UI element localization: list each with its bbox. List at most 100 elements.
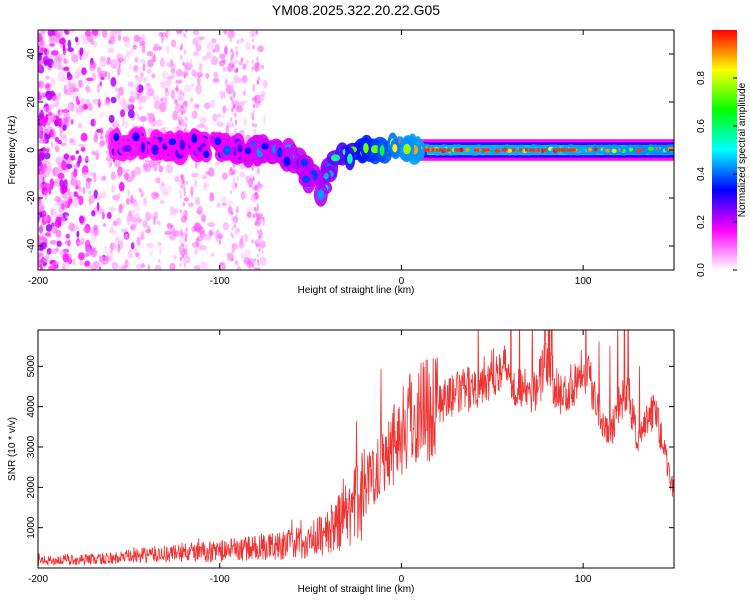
speckle-mark [225, 122, 232, 128]
speckle-mark [58, 139, 62, 145]
speckle-mark [151, 191, 159, 200]
ridge-peak [525, 148, 528, 152]
speckle-mark [250, 193, 257, 203]
streak-mark [254, 99, 257, 105]
ridge-peak [438, 148, 442, 152]
streak-mark [233, 223, 237, 229]
speckle-mark [208, 167, 215, 177]
streak-mark [180, 43, 184, 48]
speckle-mark [120, 109, 125, 118]
streak-mark [179, 194, 183, 199]
speckle-mark [232, 90, 236, 99]
speckle-mark [240, 237, 243, 246]
speckle-mark [146, 242, 154, 249]
ridge-core [261, 142, 269, 150]
streak-mark [184, 233, 187, 238]
streak-mark [233, 169, 236, 175]
speckle-mark [124, 120, 128, 129]
ridge-core [132, 132, 140, 142]
speckle-mark [50, 141, 54, 149]
streak-mark [235, 231, 238, 236]
speckle-mark [195, 39, 199, 46]
speckle-mark [198, 62, 203, 73]
speckle-mark [171, 73, 176, 79]
streak-mark [229, 95, 233, 101]
ridge-core [403, 143, 411, 155]
speckle-mark [74, 36, 79, 43]
speckle-mark [202, 262, 209, 270]
speckle-mark [96, 83, 101, 94]
streak-mark [180, 228, 183, 233]
speckle-mark [115, 217, 122, 226]
speckle-mark [139, 72, 144, 78]
speckle-mark [38, 32, 42, 37]
speckle-mark [66, 87, 73, 96]
speckle-mark [175, 69, 183, 77]
speckle-mark [148, 159, 156, 168]
speckle-mark [75, 95, 79, 105]
speckle-mark [100, 127, 103, 135]
speckle-mark [62, 253, 70, 263]
speckle-mark [109, 207, 116, 212]
speckle-mark [194, 223, 202, 233]
speckle-mark [183, 83, 191, 93]
speckle-mark [240, 234, 245, 240]
speckle-mark [261, 216, 265, 221]
speckle-mark [118, 181, 125, 192]
speckle-mark [78, 252, 85, 261]
speckle-mark [42, 134, 46, 143]
speckle-mark [174, 103, 182, 114]
speckle-mark [118, 86, 124, 96]
speckle-mark [64, 240, 68, 245]
streak-mark [181, 104, 184, 110]
speckle-mark [198, 123, 206, 128]
speckle-mark [212, 48, 216, 53]
x-tick-label: 100 [575, 574, 592, 585]
speckle-mark [205, 183, 209, 188]
streak-mark [185, 61, 189, 66]
snr-y-axis: 1000 2000 3000 4000 5000 [26, 355, 674, 539]
speckle-mark [84, 252, 90, 258]
speckle-mark [134, 82, 140, 92]
speckle-mark [144, 211, 151, 221]
speckle-mark [238, 61, 244, 66]
streak-mark [254, 221, 257, 226]
speckle-mark [114, 87, 120, 93]
speckle-mark [161, 33, 165, 44]
speckle-mark [213, 71, 219, 78]
speckle-mark [194, 161, 198, 169]
speckle-mark [82, 156, 90, 162]
ridge-core [277, 147, 283, 158]
speckle-mark [164, 89, 170, 97]
y-tick-label: 3000 [26, 435, 37, 458]
speckle-mark [192, 30, 200, 36]
speckle-mark [261, 250, 264, 254]
ridge-core [588, 147, 593, 152]
y-tick-label: 40 [26, 48, 37, 60]
speckle-mark [67, 30, 75, 33]
speckle-mark [124, 173, 129, 181]
colorbar-ticks: 0.0 0.2 0.4 0.6 0.8 [696, 71, 737, 277]
speckle-mark [147, 264, 151, 270]
streak-mark [183, 74, 186, 79]
speckle-mark [46, 248, 52, 255]
speckle-mark [157, 220, 161, 226]
streak-mark [178, 120, 182, 125]
streak-mark [253, 266, 256, 270]
speckle-mark [98, 266, 102, 270]
speckle-mark [132, 44, 137, 50]
speckle-mark [203, 181, 207, 191]
streak-mark [234, 113, 237, 119]
speckle-mark [71, 53, 79, 63]
speckle-mark [216, 202, 221, 208]
snr-panel: -200 -100 0 100 1000 2000 3000 4000 5000 Height… [7, 329, 675, 595]
speckle-mark [139, 115, 147, 122]
streak-mark [256, 79, 259, 84]
speckle-mark [65, 233, 70, 239]
speckle-mark [240, 253, 245, 259]
streak-mark [180, 184, 183, 189]
speckle-mark [93, 189, 99, 199]
streak-mark [229, 37, 232, 42]
speckle-mark [262, 79, 268, 89]
streak-mark [256, 206, 260, 211]
